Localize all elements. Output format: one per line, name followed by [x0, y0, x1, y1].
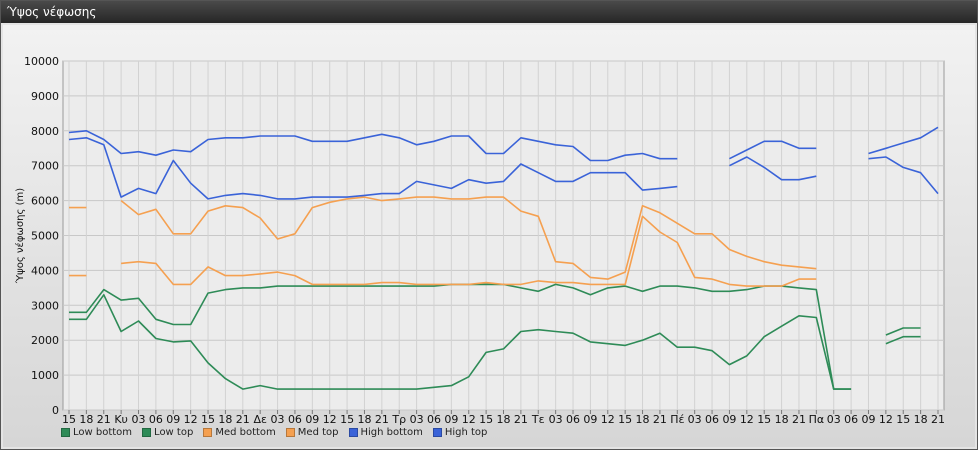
x-tick-label: Πέ: [670, 413, 684, 426]
x-tick-label: Πα: [809, 413, 825, 426]
series-line-high-top: [68, 130, 678, 162]
legend-item-low-top: Low top: [142, 427, 193, 438]
x-tick-label: 18: [636, 413, 650, 426]
x-tick-label: Δε: [253, 413, 267, 426]
x-tick-label: 18: [79, 413, 93, 426]
series-line-med-top: [120, 196, 817, 280]
x-tick-label: 03: [827, 413, 841, 426]
x-tick-label: 15: [757, 413, 771, 426]
y-tick-label: 10000: [24, 55, 59, 68]
x-tick-label: 21: [792, 413, 806, 426]
x-tick-label: 09: [444, 413, 458, 426]
legend-label: Med bottom: [215, 427, 276, 438]
x-tick-label: 18: [357, 413, 371, 426]
x-tick-label: 03: [132, 413, 146, 426]
legend-item-low-bottom: Low bottom: [61, 427, 132, 438]
y-tick-label: 9000: [31, 90, 59, 103]
legend-swatch: [285, 428, 295, 437]
x-tick-label: 21: [931, 413, 945, 426]
series-line-high-bottom: [868, 156, 939, 195]
legend-swatch: [142, 428, 152, 437]
series-line-low-top: [885, 327, 921, 336]
x-tick-label: Κυ: [114, 413, 128, 426]
x-tick-label: 12: [879, 413, 893, 426]
legend-item-med-top: Med top: [285, 427, 339, 438]
legend-label: Low top: [154, 427, 194, 438]
x-tick-label: 09: [583, 413, 597, 426]
y-tick-label: 7000: [31, 160, 59, 173]
x-tick-label: 06: [149, 413, 163, 426]
x-tick-label: 12: [601, 413, 615, 426]
series-line-med-bottom: [121, 215, 817, 287]
x-tick-label: 18: [775, 413, 789, 426]
x-tick-label: 12: [740, 413, 754, 426]
x-tick-label: 06: [844, 413, 858, 426]
legend-item-high-bottom: High bottom: [348, 427, 423, 438]
series-line-high-bottom: [729, 156, 817, 181]
legend-swatch: [432, 428, 442, 437]
x-tick-label: 21: [97, 413, 111, 426]
y-tick-label: 4000: [31, 264, 59, 277]
x-tick-label: 21: [653, 413, 667, 426]
y-tick-label: 0: [52, 404, 59, 417]
x-tick-label: 09: [722, 413, 736, 426]
legend-label: Low bottom: [73, 427, 133, 438]
x-tick-label: 18: [497, 413, 511, 426]
x-tick-label: 03: [549, 413, 563, 426]
x-tick-label: 18: [914, 413, 928, 426]
x-tick-label: 06: [566, 413, 580, 426]
x-tick-label: 15: [479, 413, 493, 426]
legend-label: High bottom: [360, 427, 423, 438]
x-tick-label: 12: [323, 413, 337, 426]
y-tick-label: 6000: [31, 195, 59, 208]
x-tick-label: 21: [236, 413, 250, 426]
x-tick-label: 09: [305, 413, 319, 426]
y-tick-label: 8000: [31, 125, 59, 138]
x-tick-label: 15: [201, 413, 215, 426]
x-tick-label: 09: [166, 413, 180, 426]
series-line-high-top: [868, 126, 939, 155]
x-tick-label: 06: [288, 413, 302, 426]
x-tick-label: 09: [861, 413, 875, 426]
x-tick-label: 21: [514, 413, 528, 426]
series-line-low-bottom: [69, 294, 852, 390]
chart-legend: Low bottom Low top Med bottom Med top High b…: [61, 427, 487, 438]
legend-swatch: [61, 428, 70, 437]
x-tick-label: 18: [218, 413, 232, 426]
x-tick-label: Τε: [531, 413, 545, 426]
series-line-high-bottom: [68, 137, 678, 200]
legend-item-high-top: High top: [432, 427, 488, 438]
x-tick-label: 15: [340, 413, 354, 426]
x-tick-label: 15: [896, 413, 910, 426]
x-tick-label: 15: [618, 413, 632, 426]
legend-swatch: [203, 428, 213, 437]
y-tick-label: 1000: [31, 369, 59, 382]
y-axis-label: Ύψος νέφωσης (m): [14, 188, 26, 284]
x-tick-label: 15: [62, 413, 76, 426]
series-line-high-top: [729, 140, 817, 160]
x-tick-label: 12: [462, 413, 476, 426]
y-tick-label: 5000: [31, 230, 59, 243]
legend-label: Med top: [297, 427, 339, 438]
legend-item-med-bottom: Med bottom: [203, 427, 276, 438]
x-tick-label: 12: [184, 413, 198, 426]
x-tick-label: 21: [375, 413, 389, 426]
legend-label: High top: [444, 427, 488, 438]
x-tick-label: 03: [271, 413, 285, 426]
legend-swatch: [348, 428, 358, 437]
x-tick-label: 03: [688, 413, 702, 426]
y-tick-label: 2000: [31, 334, 59, 347]
y-tick-label: 3000: [31, 299, 59, 312]
x-tick-label: 06: [427, 413, 441, 426]
x-tick-label: 03: [410, 413, 424, 426]
x-tick-label: 06: [705, 413, 719, 426]
x-tick-label: Τρ: [391, 413, 406, 426]
series-line-low-bottom: [885, 335, 921, 345]
window-title: Ύψος νέφωσης: [1, 1, 977, 23]
